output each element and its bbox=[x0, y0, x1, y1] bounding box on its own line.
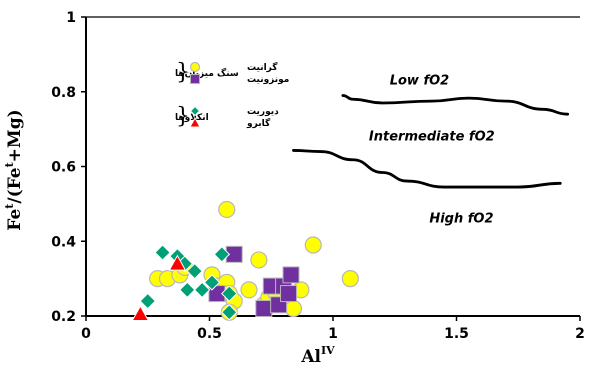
data-point-circle bbox=[304, 236, 322, 254]
data-point-diamond bbox=[154, 244, 171, 261]
data-point-diamond bbox=[221, 304, 238, 321]
data-point-diamond bbox=[179, 281, 196, 299]
data-point-diamond bbox=[139, 292, 156, 310]
legend-entry-label: دیوریت bbox=[247, 107, 279, 117]
legend-brace: } bbox=[176, 60, 190, 85]
fo2-annotation: Low fO2 bbox=[390, 73, 450, 88]
legend-group-label: انکلاوها bbox=[175, 113, 209, 123]
data-point-circle bbox=[218, 200, 236, 219]
y-tick-label: 0.4 bbox=[51, 234, 76, 250]
fo2-boundary-curve-low bbox=[341, 94, 570, 116]
data-point-diamond bbox=[203, 274, 221, 291]
data-point-triangle bbox=[168, 254, 187, 271]
legend-entry-label: گابرو bbox=[246, 117, 271, 129]
data-point-square bbox=[255, 300, 273, 318]
data-point-circle bbox=[250, 251, 268, 269]
data-point-diamond bbox=[221, 285, 238, 302]
legend-brace: } bbox=[176, 104, 190, 129]
legend-marker-diamond bbox=[189, 105, 201, 117]
data-point-circle bbox=[341, 270, 359, 288]
fo2-boundary-curve-high bbox=[292, 149, 562, 189]
y-tick-label: 0.6 bbox=[51, 160, 76, 176]
x-tick-label: 1 bbox=[328, 326, 338, 342]
x-tick-label: 1.5 bbox=[444, 326, 469, 342]
data-point-diamond bbox=[186, 262, 203, 280]
y-tick-label: 0.8 bbox=[51, 85, 76, 101]
y-axis-label: Fet/(Fet+Mg) bbox=[3, 109, 25, 230]
x-tick-label: 2 bbox=[575, 326, 585, 342]
data-point-circle bbox=[284, 299, 303, 318]
data-point-circle bbox=[240, 281, 258, 299]
data-point-triangle bbox=[131, 305, 150, 322]
y-tick-label: 1 bbox=[66, 10, 76, 26]
data-point-diamond bbox=[213, 246, 231, 263]
data-point-square bbox=[280, 285, 298, 303]
fo2-annotation: Intermediate fO2 bbox=[369, 129, 495, 144]
fo2-annotation: High fO2 bbox=[429, 212, 493, 227]
legend-entry-label: مونزونیت bbox=[247, 75, 289, 85]
legend-marker-square bbox=[190, 74, 200, 84]
x-tick-label: 0 bbox=[81, 326, 91, 342]
legend-group-label: سنگ میزبان‌ها bbox=[175, 67, 239, 79]
legend-marker-circle bbox=[189, 61, 201, 73]
y-tick-label: 0.2 bbox=[51, 309, 76, 325]
data-point-square bbox=[282, 266, 300, 284]
legend-entry-label: گرانیت bbox=[247, 61, 278, 73]
legend-marker-triangle bbox=[189, 116, 201, 128]
x-tick-label: 0.5 bbox=[197, 326, 222, 342]
data-point-diamond bbox=[193, 281, 211, 299]
x-axis-label: AlIV bbox=[300, 344, 335, 367]
